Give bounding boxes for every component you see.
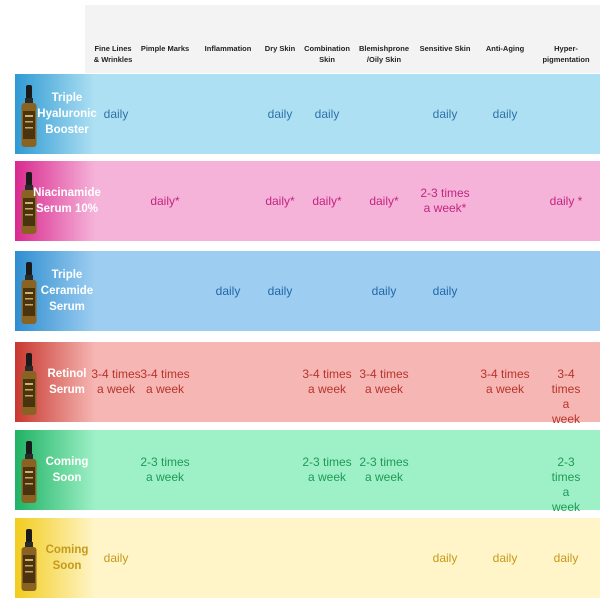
product-name: Triple Ceramide Serum (40, 268, 94, 314)
frequency-cell: daily (432, 107, 458, 121)
product-row: Niacinamide Serum 10% daily* daily* daily* d… (15, 161, 600, 241)
frequency-cell: 2-3 times a week (359, 455, 409, 484)
product-row: Coming Soon 2-3 times a week 2-3 times a w… (15, 430, 600, 514)
column-header: Sensitive Skin (419, 44, 471, 53)
frequency-cell: 3-4 times a week (91, 367, 141, 396)
serum-bottle-icon (21, 172, 37, 234)
product-row: Coming Soon daily daily daily daily (15, 518, 600, 598)
frequency-cell: daily (432, 551, 458, 565)
column-header: Combination Skin (304, 44, 350, 64)
frequency-cell: daily (215, 284, 241, 298)
product-name: Niacinamide Serum 10% (33, 186, 101, 215)
frequency-cell: daily (492, 107, 518, 121)
product-name: Coming Soon (45, 455, 89, 484)
product-row: Triple Hyaluronic Booster daily daily daily… (15, 74, 600, 154)
frequency-cell: daily* (369, 194, 399, 208)
frequency-cell: 3-4 times a week (140, 367, 190, 396)
header-background (85, 5, 600, 73)
frequency-cell: daily (103, 107, 129, 121)
frequency-cell: daily (314, 107, 340, 121)
frequency-cell: daily (267, 107, 293, 121)
frequency-cell: 3-4 times a week (302, 367, 352, 396)
column-header: Inflammation (204, 44, 252, 53)
frequency-cell: daily (267, 284, 293, 298)
serum-bottle-icon (21, 85, 37, 147)
column-header: Blemishprone /Oily Skin (358, 44, 410, 64)
product-name: Retinol Serum (47, 367, 87, 396)
serum-bottle-icon (21, 441, 37, 503)
column-header: Fine Lines & Wrinkles (93, 44, 133, 64)
frequency-cell: daily* (150, 194, 180, 208)
serum-bottle-icon (21, 529, 37, 591)
frequency-cell: 3-4 times a week (551, 367, 581, 426)
frequency-cell: 2-3 times a week (140, 455, 190, 484)
frequency-cell: daily * (549, 194, 583, 208)
frequency-cell: daily* (265, 194, 295, 208)
frequency-cell: daily (553, 551, 579, 565)
product-name: Coming Soon (45, 543, 89, 572)
serum-bottle-icon (21, 353, 37, 415)
frequency-cell: daily (432, 284, 458, 298)
frequency-cell: 2-3 times a week (302, 455, 352, 484)
serum-bottle-icon (21, 262, 37, 324)
column-header: Anti-Aging (485, 44, 525, 53)
frequency-cell: daily (371, 284, 397, 298)
column-header: Hyper- pigmentation (542, 44, 590, 64)
frequency-cell: 3-4 times a week (359, 367, 409, 396)
frequency-cell: 2-3 times a week* (420, 186, 470, 215)
frequency-cell: daily* (312, 194, 342, 208)
frequency-cell: 2-3 times a week (551, 455, 581, 514)
frequency-cell: daily (103, 551, 129, 565)
frequency-cell: 3-4 times a week (480, 367, 530, 396)
column-header: Dry Skin (264, 44, 296, 53)
product-name: Triple Hyaluronic Booster (37, 91, 97, 137)
product-row: Retinol Serum 3-4 times a week 3-4 times a… (15, 342, 600, 426)
frequency-cell: daily (492, 551, 518, 565)
product-row: Triple Ceramide Serum daily daily daily dail… (15, 251, 600, 331)
column-header: Pimple Marks (140, 44, 190, 53)
